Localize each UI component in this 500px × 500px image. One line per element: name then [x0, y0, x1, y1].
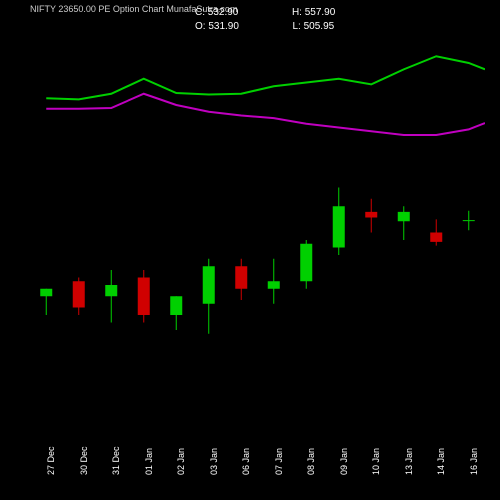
candle-body: [365, 212, 377, 218]
quote-close-label: C:: [195, 7, 205, 18]
candle-body: [268, 281, 280, 289]
quote-high-label: H:: [292, 7, 302, 18]
x-tick-label: 07 Jan: [274, 448, 284, 475]
x-tick-label: 02 Jan: [176, 448, 186, 475]
chart-root: NIFTY 23650.00 PE Option Chart MunafaSut…: [0, 0, 500, 500]
x-tick-label: 27 Dec: [46, 446, 56, 475]
quote-row-1: C: 532.90 H: 557.90: [195, 6, 335, 20]
candle-body: [138, 278, 150, 316]
candle-body: [333, 206, 345, 247]
candle-body: [105, 285, 117, 296]
candle-body: [300, 244, 312, 282]
x-axis: 27 Dec 30 Dec 31 Dec 01 Jan 02 Jan 03 Jan 06 J…: [30, 420, 485, 490]
candle-body: [170, 296, 182, 315]
x-tick-label: 03 Jan: [209, 448, 219, 475]
x-tick-label: 08 Jan: [306, 448, 316, 475]
candle-body: [398, 212, 410, 221]
quote-low-label: L:: [293, 21, 301, 32]
quote-row-2: O: 531.90 L: 505.95: [195, 20, 335, 34]
quote-block: C: 532.90 H: 557.90 O: 531.90 L: 505.95: [195, 6, 335, 34]
x-tick-label: 16 Jan: [469, 448, 479, 475]
x-tick-label: 06 Jan: [241, 448, 251, 475]
candle-body: [40, 289, 52, 297]
x-tick-label: 10 Jan: [371, 448, 381, 475]
quote-open-value: 531.90: [208, 21, 239, 32]
x-tick-label: 09 Jan: [339, 448, 349, 475]
candle-body: [430, 233, 442, 242]
x-tick-label: 01 Jan: [144, 448, 154, 475]
x-tick-label: 30 Dec: [79, 446, 89, 475]
chart-svg: [30, 45, 485, 420]
x-tick-label: 14 Jan: [436, 448, 446, 475]
quote-open-label: O:: [195, 21, 206, 32]
x-tick-label: 31 Dec: [111, 446, 121, 475]
line-lower: [46, 94, 485, 135]
quote-low-value: 505.95: [304, 21, 335, 32]
candle-body: [463, 220, 475, 221]
candle-body: [73, 281, 85, 307]
candle-body: [235, 266, 247, 289]
quote-high-value: 557.90: [305, 7, 336, 18]
quote-close-value: 532.90: [208, 7, 239, 18]
x-tick-label: 13 Jan: [404, 448, 414, 475]
line-upper: [46, 56, 485, 99]
candle-body: [203, 266, 215, 304]
